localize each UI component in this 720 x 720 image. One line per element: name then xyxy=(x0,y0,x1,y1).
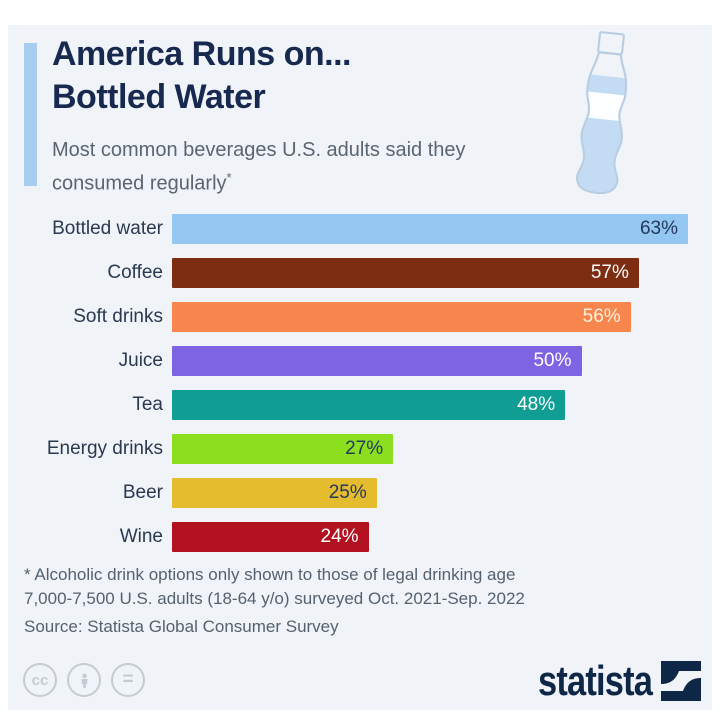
bar-value-label: 56% xyxy=(582,306,621,327)
bar-beer: 25% xyxy=(172,478,377,508)
bar-juice: 50% xyxy=(172,346,582,376)
bar-track: 24% xyxy=(172,522,688,552)
bar-value-label: 63% xyxy=(639,218,678,239)
footnote-text: * Alcoholic drink options only shown to … xyxy=(24,563,525,611)
bar-value-label: 50% xyxy=(533,350,572,371)
title-accent-bar xyxy=(24,43,37,186)
bar-value-label: 57% xyxy=(590,262,629,283)
bar-row: Tea 48% xyxy=(8,383,712,427)
bar-category-label: Bottled water xyxy=(52,218,163,239)
footnote-marker: * xyxy=(226,170,232,185)
bar-soft-drinks: 56% xyxy=(172,302,631,332)
bar-row: Beer 25% xyxy=(8,471,712,515)
bar-track: 50% xyxy=(172,346,688,376)
bar-value-label: 24% xyxy=(320,526,359,547)
statista-logo-icon xyxy=(661,661,701,701)
title-line-1: America Runs on... xyxy=(52,35,351,73)
bar-row: Bottled water 63% xyxy=(8,207,712,251)
bar-category-label: Wine xyxy=(119,526,163,547)
license-icons: cc = xyxy=(23,663,145,697)
infographic-canvas: America Runs on... Bottled Water Most co… xyxy=(8,25,712,710)
bar-track: 56% xyxy=(172,302,688,332)
bar-tea: 48% xyxy=(172,390,566,420)
page-title: America Runs on... Bottled Water xyxy=(52,33,351,119)
statista-branding: statista xyxy=(513,657,701,704)
bar-value-label: 25% xyxy=(328,482,367,503)
bar-chart: Bottled water 63% Coffee 57% Soft drinks 56% J… xyxy=(8,207,712,559)
bar-track: 25% xyxy=(172,478,688,508)
bar-value-label: 48% xyxy=(517,394,556,415)
bar-energy-drinks: 27% xyxy=(172,434,394,464)
title-line-2: Bottled Water xyxy=(52,78,266,116)
water-bottle-icon xyxy=(575,31,631,195)
bar-category-label: Coffee xyxy=(107,262,163,283)
bar-category-label: Beer xyxy=(122,482,163,503)
bar-category-label: Juice xyxy=(118,350,163,371)
subtitle-text: Most common beverages U.S. adults said t… xyxy=(52,139,466,195)
bar-row: Soft drinks 56% xyxy=(8,295,712,339)
bar-row: Juice 50% xyxy=(8,339,712,383)
person-icon xyxy=(80,673,88,688)
bar-category-label: Tea xyxy=(132,394,163,415)
attribution-person-icon xyxy=(67,663,101,697)
bar-category-label: Energy drinks xyxy=(46,438,163,459)
nd-glyph: = xyxy=(122,669,134,690)
footnote-line-2: 7,000-7,500 U.S. adults (18-64 y/o) surv… xyxy=(24,589,525,608)
statista-wordmark: statista xyxy=(537,657,653,704)
bar-track: 48% xyxy=(172,390,688,420)
creative-commons-icon: cc xyxy=(23,663,57,697)
bar-category-label: Soft drinks xyxy=(73,306,163,327)
bar-track: 57% xyxy=(172,258,688,288)
page-subtitle: Most common beverages U.S. adults said t… xyxy=(52,137,482,198)
footnote-line-1: * Alcoholic drink options only shown to … xyxy=(24,565,516,584)
bar-row: Wine 24% xyxy=(8,515,712,559)
bar-wine: 24% xyxy=(172,522,369,552)
no-derivatives-icon: = xyxy=(111,663,145,697)
bar-track: 63% xyxy=(172,214,688,244)
bar-value-label: 27% xyxy=(345,438,384,459)
bar-row: Coffee 57% xyxy=(8,251,712,295)
bar-track: 27% xyxy=(172,434,688,464)
bar-row: Energy drinks 27% xyxy=(8,427,712,471)
cc-glyph: cc xyxy=(31,671,49,689)
source-text: Source: Statista Global Consumer Survey xyxy=(24,617,339,636)
bar-bottled-water: 63% xyxy=(172,214,688,244)
bar-coffee: 57% xyxy=(172,258,639,288)
